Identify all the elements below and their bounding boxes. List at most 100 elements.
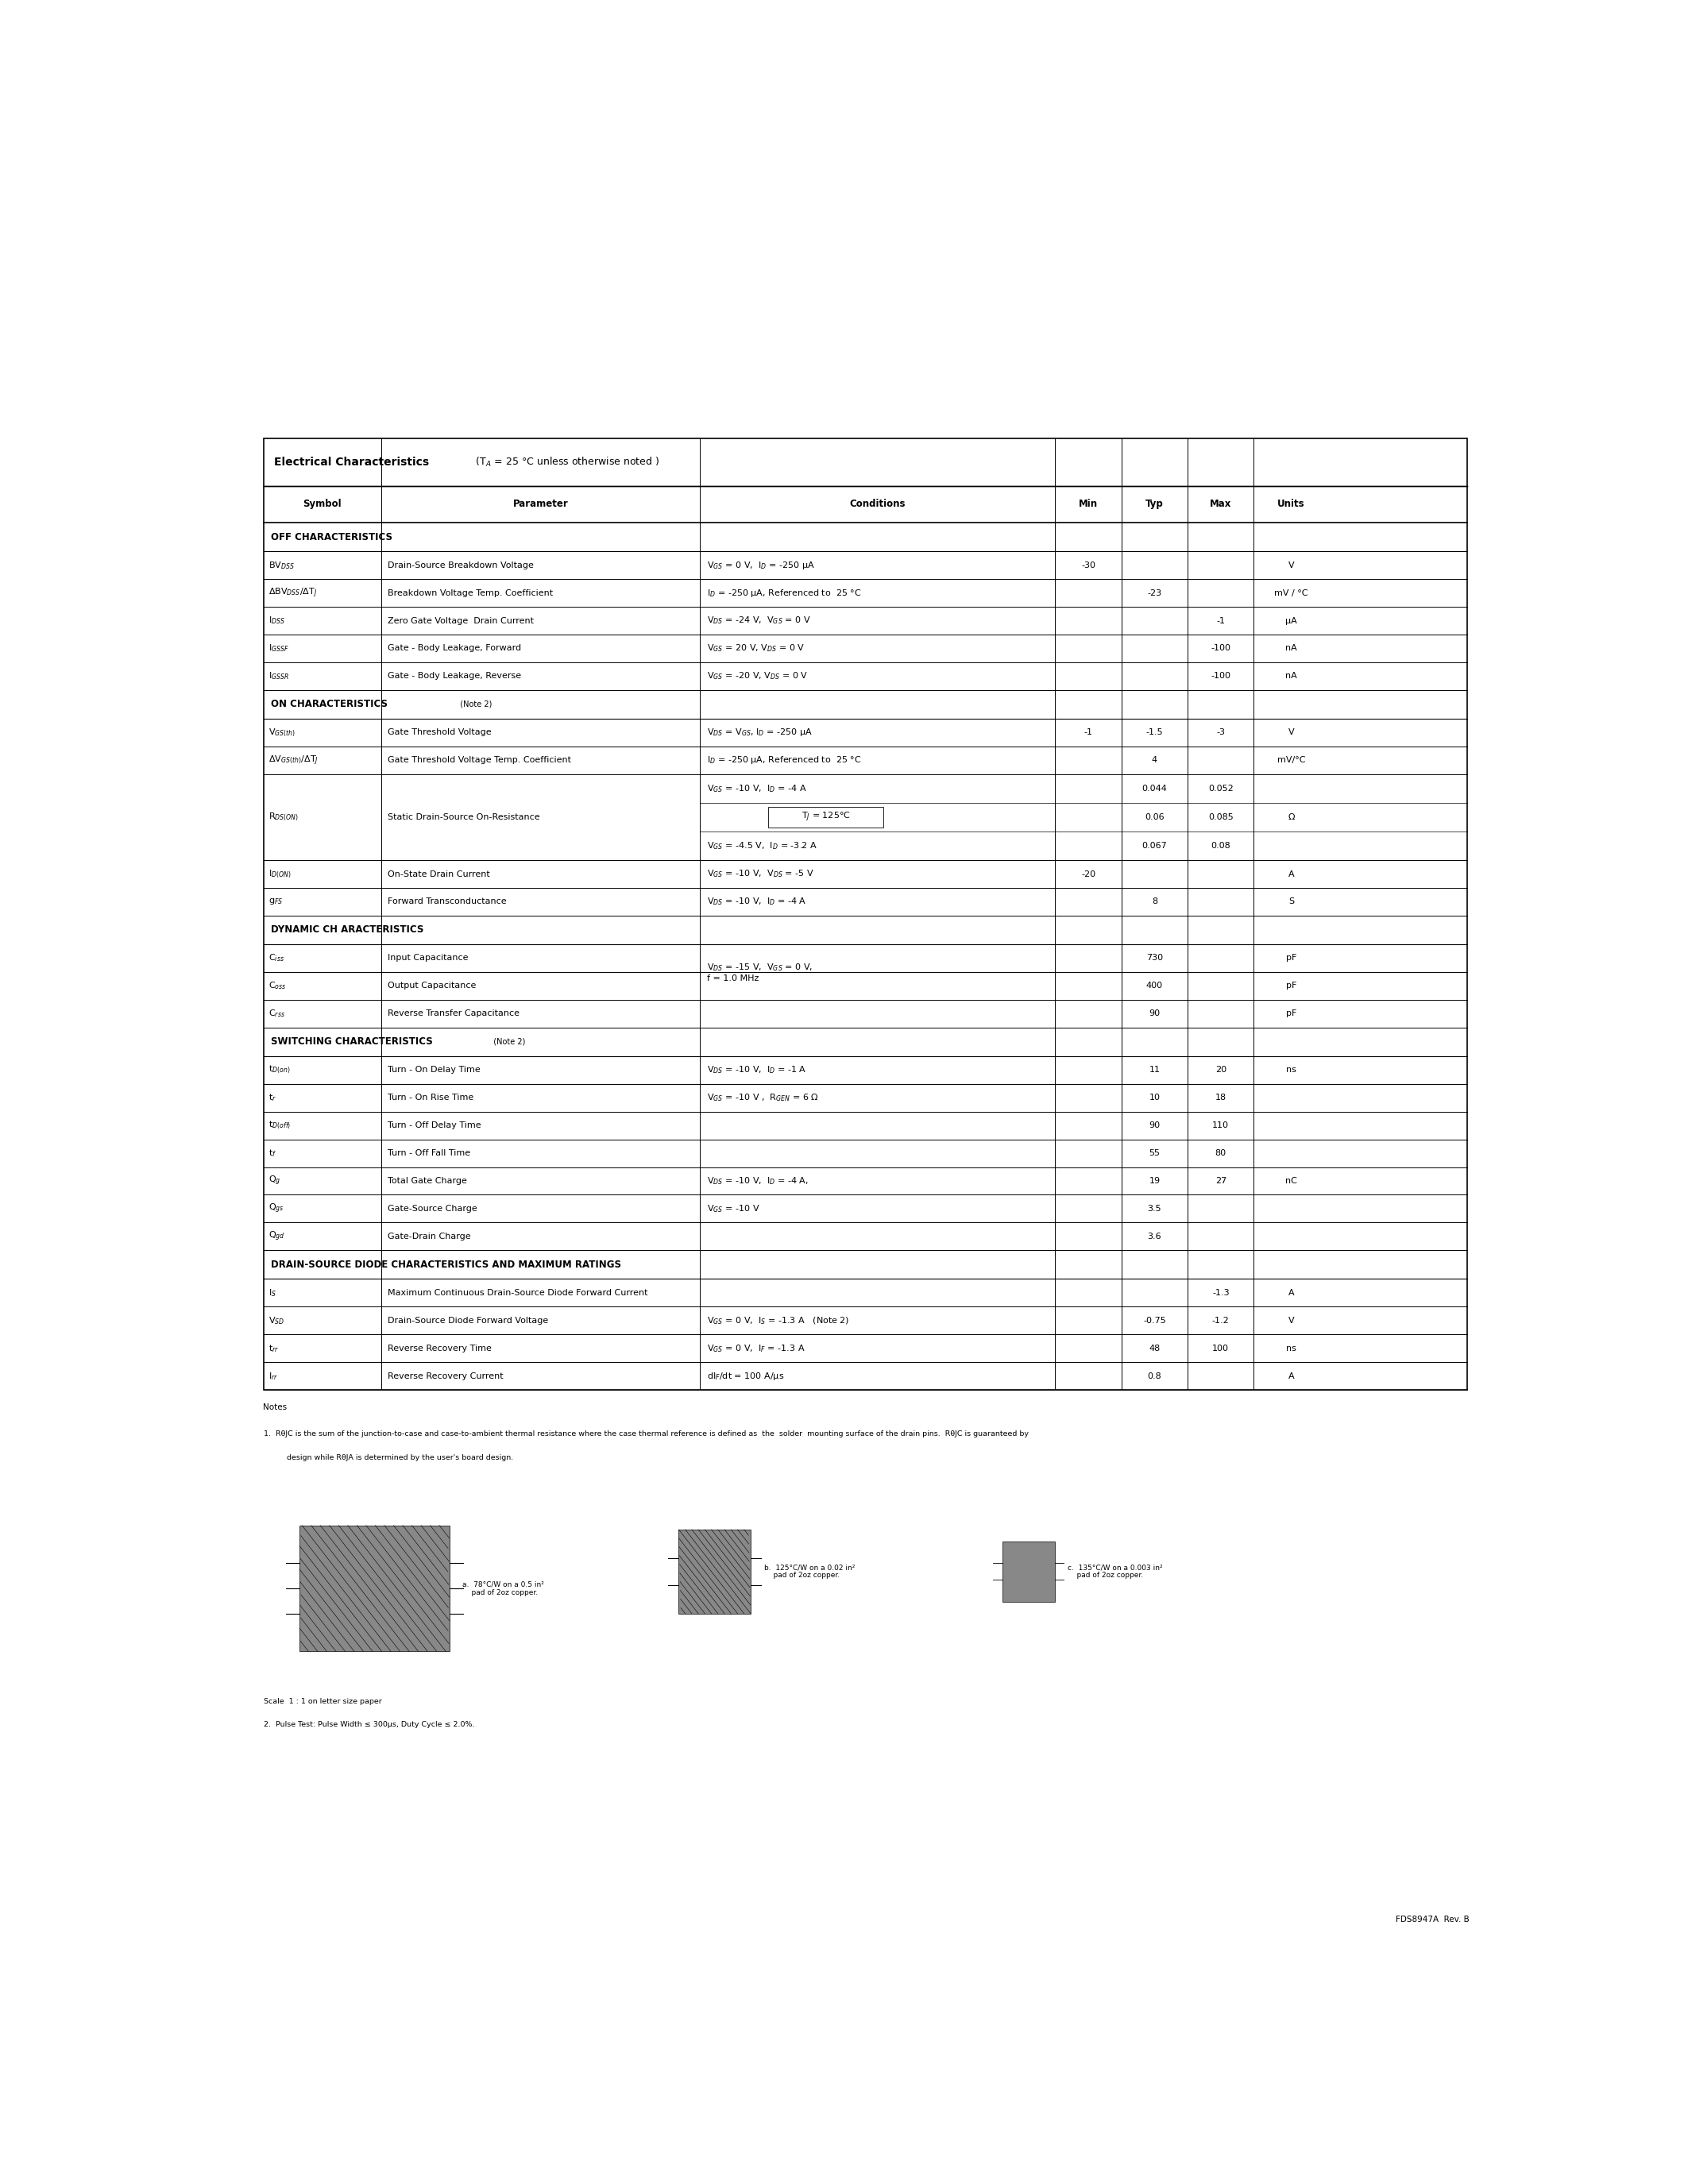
- Text: 0.052: 0.052: [1209, 784, 1234, 793]
- Text: I$_{GSSR}$: I$_{GSSR}$: [268, 670, 289, 681]
- Text: -1.5: -1.5: [1146, 729, 1163, 736]
- Text: (Note 2): (Note 2): [488, 1037, 525, 1046]
- Text: -1: -1: [1084, 729, 1092, 736]
- Text: 10: 10: [1150, 1094, 1160, 1101]
- Text: Gate - Body Leakage, Reverse: Gate - Body Leakage, Reverse: [388, 673, 522, 679]
- Text: ON CHARACTERISTICS: ON CHARACTERISTICS: [272, 699, 388, 710]
- Text: t$_{r}$: t$_{r}$: [268, 1092, 277, 1103]
- Text: 0.067: 0.067: [1143, 841, 1166, 850]
- Text: Reverse Recovery Current: Reverse Recovery Current: [388, 1372, 503, 1380]
- Text: OFF CHARACTERISTICS: OFF CHARACTERISTICS: [272, 533, 393, 542]
- Text: FDS8947A  Rev. B: FDS8947A Rev. B: [1396, 1915, 1470, 1924]
- Text: t$_{rr}$: t$_{rr}$: [268, 1343, 279, 1354]
- Text: 0.08: 0.08: [1210, 841, 1231, 850]
- Text: DRAIN-SOURCE DIODE CHARACTERISTICS AND MAXIMUM RATINGS: DRAIN-SOURCE DIODE CHARACTERISTICS AND M…: [272, 1260, 621, 1269]
- Text: Q$_{gs}$: Q$_{gs}$: [268, 1201, 284, 1214]
- Text: dI$_{F}$/dt = 100 A/μs: dI$_{F}$/dt = 100 A/μs: [707, 1372, 783, 1382]
- Text: I$_{D}$ = -250 μA, Referenced to  25 °C: I$_{D}$ = -250 μA, Referenced to 25 °C: [707, 756, 861, 767]
- Text: Gate-Source Charge: Gate-Source Charge: [388, 1206, 478, 1212]
- Text: 730: 730: [1146, 954, 1163, 963]
- Text: mV/°C: mV/°C: [1278, 756, 1305, 764]
- Text: Min: Min: [1079, 500, 1097, 509]
- Text: pF: pF: [1286, 983, 1296, 989]
- Text: (T$_A$ = 25 °C unless otherwise noted ): (T$_A$ = 25 °C unless otherwise noted ): [473, 456, 660, 470]
- Text: 48: 48: [1150, 1345, 1160, 1352]
- Text: -100: -100: [1210, 673, 1231, 679]
- Text: Gate-Drain Charge: Gate-Drain Charge: [388, 1232, 471, 1241]
- Text: Output Capacitance: Output Capacitance: [388, 983, 476, 989]
- Text: I$_{D}$ = -250 μA, Referenced to  25 °C: I$_{D}$ = -250 μA, Referenced to 25 °C: [707, 587, 861, 598]
- Bar: [679, 1529, 751, 1614]
- Text: Conditions: Conditions: [849, 500, 906, 509]
- Text: 4: 4: [1151, 756, 1158, 764]
- Text: V$_{GS}$ = -20 V, V$_{DS}$ = 0 V: V$_{GS}$ = -20 V, V$_{DS}$ = 0 V: [707, 670, 809, 681]
- Text: V: V: [1288, 561, 1295, 570]
- Text: V$_{GS}$ = 0 V,  I$_{D}$ = -250 μA: V$_{GS}$ = 0 V, I$_{D}$ = -250 μA: [707, 559, 815, 570]
- Text: I$_{S}$: I$_{S}$: [268, 1286, 277, 1297]
- Text: -1.3: -1.3: [1212, 1289, 1229, 1297]
- Text: -30: -30: [1082, 561, 1096, 570]
- Text: 1.  RθJC is the sum of the junction-to-case and case-to-ambient thermal resistan: 1. RθJC is the sum of the junction-to-ca…: [263, 1431, 1028, 1437]
- Text: Gate Threshold Voltage: Gate Threshold Voltage: [388, 729, 491, 736]
- Text: 0.06: 0.06: [1144, 812, 1165, 821]
- Text: 90: 90: [1150, 1120, 1160, 1129]
- Text: g$_{FS}$: g$_{FS}$: [268, 898, 284, 906]
- Text: 0.044: 0.044: [1141, 784, 1166, 793]
- Text: 110: 110: [1212, 1120, 1229, 1129]
- Text: mV / °C: mV / °C: [1274, 590, 1308, 596]
- Text: V$_{GS}$ = 0 V,  I$_{F}$ = -1.3 A: V$_{GS}$ = 0 V, I$_{F}$ = -1.3 A: [707, 1343, 805, 1354]
- Text: On-State Drain Current: On-State Drain Current: [388, 869, 490, 878]
- Text: C$_{oss}$: C$_{oss}$: [268, 981, 287, 992]
- Text: Q$_{g}$: Q$_{g}$: [268, 1175, 280, 1188]
- Text: 27: 27: [1215, 1177, 1227, 1186]
- Text: 90: 90: [1150, 1009, 1160, 1018]
- Text: V: V: [1288, 729, 1295, 736]
- Text: Breakdown Voltage Temp. Coefficient: Breakdown Voltage Temp. Coefficient: [388, 590, 554, 596]
- Text: Turn - Off Fall Time: Turn - Off Fall Time: [388, 1149, 471, 1158]
- Text: ns: ns: [1286, 1345, 1296, 1352]
- Text: Scale  1 : 1 on letter size paper: Scale 1 : 1 on letter size paper: [263, 1697, 381, 1706]
- Bar: [1003, 1542, 1055, 1601]
- Bar: [299, 1524, 449, 1651]
- Text: 19: 19: [1150, 1177, 1160, 1186]
- Text: nA: nA: [1285, 673, 1296, 679]
- Text: -0.75: -0.75: [1143, 1317, 1166, 1324]
- Text: 80: 80: [1215, 1149, 1227, 1158]
- Text: V$_{DS}$ = -10 V,  I$_{D}$ = -4 A: V$_{DS}$ = -10 V, I$_{D}$ = -4 A: [707, 895, 807, 906]
- Text: V$_{SD}$: V$_{SD}$: [268, 1315, 285, 1326]
- Text: V$_{GS}$ = -10 V: V$_{GS}$ = -10 V: [707, 1203, 760, 1214]
- Text: ΔBV$_{DSS}$/ΔT$_{J}$: ΔBV$_{DSS}$/ΔT$_{J}$: [268, 587, 317, 598]
- Text: V$_{GS}$ = -10 V ,  R$_{GEN}$ = 6 Ω: V$_{GS}$ = -10 V , R$_{GEN}$ = 6 Ω: [707, 1092, 819, 1103]
- Text: I$_{rr}$: I$_{rr}$: [268, 1372, 279, 1382]
- Text: -100: -100: [1210, 644, 1231, 653]
- Text: V$_{GS}$ = -10 V,  V$_{DS}$ = -5 V: V$_{GS}$ = -10 V, V$_{DS}$ = -5 V: [707, 869, 814, 880]
- Text: 20: 20: [1215, 1066, 1227, 1075]
- Text: V$_{GS}$ = 0 V,  I$_{S}$ = -1.3 A   (Note 2): V$_{GS}$ = 0 V, I$_{S}$ = -1.3 A (Note 2…: [707, 1315, 849, 1326]
- Text: Turn - On Delay Time: Turn - On Delay Time: [388, 1066, 481, 1075]
- Text: Gate Threshold Voltage Temp. Coefficient: Gate Threshold Voltage Temp. Coefficient: [388, 756, 571, 764]
- Text: R$_{DS(ON)}$: R$_{DS(ON)}$: [268, 812, 299, 823]
- Text: nA: nA: [1285, 644, 1296, 653]
- Text: 3.5: 3.5: [1148, 1206, 1161, 1212]
- Text: Reverse Transfer Capacitance: Reverse Transfer Capacitance: [388, 1009, 520, 1018]
- Text: V$_{GS}$ = 20 V, V$_{DS}$ = 0 V: V$_{GS}$ = 20 V, V$_{DS}$ = 0 V: [707, 642, 805, 653]
- Text: Max: Max: [1210, 500, 1232, 509]
- Text: V: V: [1288, 1317, 1295, 1324]
- Bar: [263, 439, 1467, 1389]
- Text: -23: -23: [1148, 590, 1161, 596]
- Text: ns: ns: [1286, 1066, 1296, 1075]
- Text: Symbol: Symbol: [302, 500, 341, 509]
- Text: 0.8: 0.8: [1148, 1372, 1161, 1380]
- Text: SWITCHING CHARACTERISTICS: SWITCHING CHARACTERISTICS: [272, 1037, 434, 1046]
- Text: -3: -3: [1217, 729, 1225, 736]
- Text: Total Gate Charge: Total Gate Charge: [388, 1177, 468, 1186]
- Text: Drain-Source Breakdown Voltage: Drain-Source Breakdown Voltage: [388, 561, 533, 570]
- Text: V$_{DS}$ = -15 V,  V$_{GS}$ = 0 V,
f = 1.0 MHz: V$_{DS}$ = -15 V, V$_{GS}$ = 0 V, f = 1.…: [707, 961, 812, 983]
- Text: V$_{DS}$ = -24 V,  V$_{GS}$ = 0 V: V$_{DS}$ = -24 V, V$_{GS}$ = 0 V: [707, 616, 810, 627]
- Text: t$_{D(off)}$: t$_{D(off)}$: [268, 1120, 290, 1131]
- Text: C$_{rss}$: C$_{rss}$: [268, 1009, 285, 1020]
- Text: μA: μA: [1285, 616, 1296, 625]
- Text: Forward Transconductance: Forward Transconductance: [388, 898, 506, 906]
- Text: -1: -1: [1217, 616, 1225, 625]
- Text: Turn - Off Delay Time: Turn - Off Delay Time: [388, 1120, 481, 1129]
